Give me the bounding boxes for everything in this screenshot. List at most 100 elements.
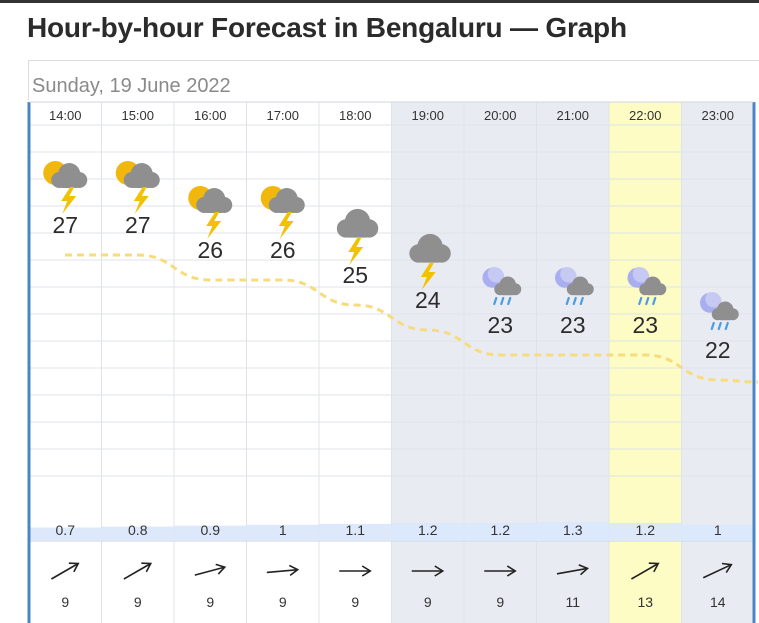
wind-arrow-head [361,565,372,577]
rain-drop [710,321,715,331]
wind-arrow-head [434,565,445,577]
wind-arrow-icon [702,562,733,579]
wind-speed-23:00: 14 [710,594,726,610]
thunder-cloud-icon-19:00 [409,233,451,290]
moon-crescent [555,268,575,288]
wind-arrow-icon [266,564,300,577]
rain-drop [652,296,657,306]
wind-arrow-head [141,562,153,573]
hour-label-20:00: 20:00 [484,108,517,123]
cloud-part [645,287,661,296]
hour-label-17:00: 17:00 [266,108,299,123]
date-label: Sunday, 19 June 2022 [32,75,231,97]
precip-label-23:00: 1 [714,522,722,538]
precip-label-18:00: 1.1 [346,522,366,538]
rain-drop [717,321,722,331]
precip-bar-20:00 [464,522,537,541]
rain-drop [645,296,650,306]
wind-arrow-shaft [123,563,151,580]
wind-speed-18:00: 9 [351,594,359,610]
hour-label-21:00: 21:00 [556,108,589,123]
wind-arrow-shaft [50,563,78,580]
hour-label-22:00: 22:00 [629,108,662,123]
thunder-cloud-icon-18:00 [336,208,379,265]
precip-bar-16:00 [174,525,247,541]
rain-moon-icon-23:00 [700,292,739,331]
temperature-label-15:00: 27 [125,212,151,238]
temperature-label-17:00: 26 [270,237,296,263]
wind-arrow-shaft [266,568,297,574]
wind-arrow-head [215,563,227,575]
temperature-line [65,253,759,384]
column-band-16:00 [174,102,247,623]
cloud-part [204,203,225,213]
wind-arrow-icon [123,562,153,580]
wind-arrow-head [506,565,517,577]
lightning-bolt [420,263,436,290]
wind-speed-21:00: 11 [565,594,580,610]
rain-drop [493,296,498,306]
lightning-bolt [206,212,222,239]
page-title: Hour-by-hour Forecast in Bengaluru — Gra… [27,12,627,43]
frame-top-border [28,60,759,61]
wind-speed-17:00: 9 [279,594,287,610]
hour-label-18:00: 18:00 [339,108,372,123]
temperature-label-16:00: 26 [197,237,223,263]
thunder-sun-icon-16:00 [188,186,233,239]
hour-label-16:00: 16:00 [194,108,227,123]
precip-bar-17:00 [246,524,319,541]
column-band-18:00 [319,102,392,623]
wind-arrow-head [288,564,300,577]
precip-bar-19:00 [391,522,464,541]
top-rule [0,0,759,3]
precip-bar-23:00 [681,524,754,541]
temperature-label-20:00: 23 [487,312,513,338]
wind-arrow-head [648,562,660,573]
precip-bar-14:00 [29,527,102,541]
hour-label-23:00: 23:00 [701,108,734,123]
cloud-part [572,287,588,296]
weather-icons [43,161,739,580]
lightning-bolt [133,187,149,214]
cloud-part [500,287,516,296]
rain-drop [572,296,577,306]
cloud-part [276,203,297,213]
rain-drop [500,296,505,306]
temperature-label-21:00: 23 [560,312,586,338]
temperature-label-14:00: 27 [52,212,78,238]
wind-arrow-head [578,564,590,576]
wind-arrow-icon [411,565,445,577]
rain-drop [638,296,643,306]
wind-arrow-icon [630,562,660,580]
chart-border [27,101,756,623]
temperature-label-23:00: 22 [705,337,731,363]
cloud-part [418,251,442,263]
wind-arrow-icon [556,564,590,576]
wind-speed-14:00: 9 [61,594,69,610]
precip-label-15:00: 0.8 [128,522,148,538]
cloud-part [131,178,152,188]
temperature-label-19:00: 24 [415,287,441,313]
wind-arrow-icon [50,562,80,580]
wind-speed-15:00: 9 [134,594,142,610]
wind-arrow-icon [194,563,227,576]
moon-crescent [482,268,503,288]
rain-drop [507,296,512,306]
wind-speed-22:00: 13 [637,594,653,610]
wind-arrow-icon [484,565,517,577]
rain-moon-icon-21:00 [555,267,594,306]
column-band-20:00 [464,102,537,623]
moon-crescent [700,293,720,313]
hour-label-19:00: 19:00 [411,108,444,123]
column-band-17:00 [246,102,319,623]
hour-label-15:00: 15:00 [121,108,154,123]
precip-label-14:00: 0.7 [56,522,76,538]
rain-drop [579,296,584,306]
wind-arrow-shaft [702,564,731,579]
cloud-part [717,312,733,321]
column-band-19:00 [391,102,464,623]
wind-arrow-icon [339,565,372,577]
lightning-bolt [348,238,364,265]
precip-label-21:00: 1.3 [563,522,583,538]
wind-arrow-shaft [556,567,587,575]
